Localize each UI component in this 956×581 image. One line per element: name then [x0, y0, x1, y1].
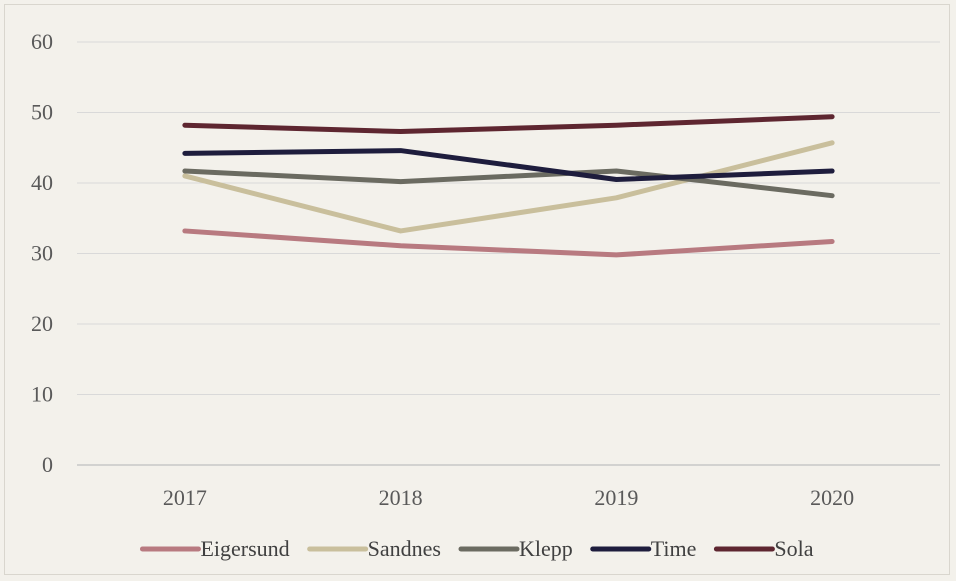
y-tick-label: 10 [31, 382, 53, 407]
legend-item-sola: Sola [713, 536, 814, 561]
y-tick-label: 40 [31, 170, 53, 195]
legend-label: Sola [774, 536, 813, 561]
series-line-sandnes [182, 140, 835, 234]
legend-item-sandnes: Sandnes [307, 536, 441, 561]
y-axis-ticks: 0 10 20 30 40 50 60 [31, 29, 53, 477]
legend: Eigersund Sandnes Klepp Time Sola [139, 536, 814, 561]
legend-item-eigersund: Eigersund [139, 536, 290, 561]
series-line-klepp [182, 168, 835, 199]
x-tick-label: 2020 [810, 485, 854, 510]
x-tick-label: 2017 [163, 485, 207, 510]
x-tick-label: 2019 [594, 485, 638, 510]
y-tick-label: 0 [42, 452, 53, 477]
legend-item-time: Time [590, 536, 697, 561]
series-line-eigersund [182, 228, 835, 258]
y-tick-label: 60 [31, 29, 53, 54]
legend-label: Time [651, 536, 697, 561]
y-tick-label: 20 [31, 311, 53, 336]
series-line-sola [182, 114, 835, 135]
gridlines [77, 41, 940, 466]
series-line-time [182, 148, 835, 182]
line-chart: 0 10 20 30 40 50 60 2017 2018 2019 2020 Eigersund… [31, 29, 940, 561]
chart-frame: 0 10 20 30 40 50 60 2017 2018 2019 2020 Eigersund… [4, 4, 950, 575]
legend-label: Sandnes [368, 536, 441, 561]
y-tick-label: 50 [31, 100, 53, 125]
legend-label: Klepp [519, 536, 573, 561]
y-tick-label: 30 [31, 241, 53, 266]
legend-label: Eigersund [200, 536, 289, 561]
legend-item-klepp: Klepp [458, 536, 573, 561]
x-tick-label: 2018 [379, 485, 423, 510]
series-lines [182, 114, 835, 258]
x-axis-ticks: 2017 2018 2019 2020 [163, 485, 854, 510]
